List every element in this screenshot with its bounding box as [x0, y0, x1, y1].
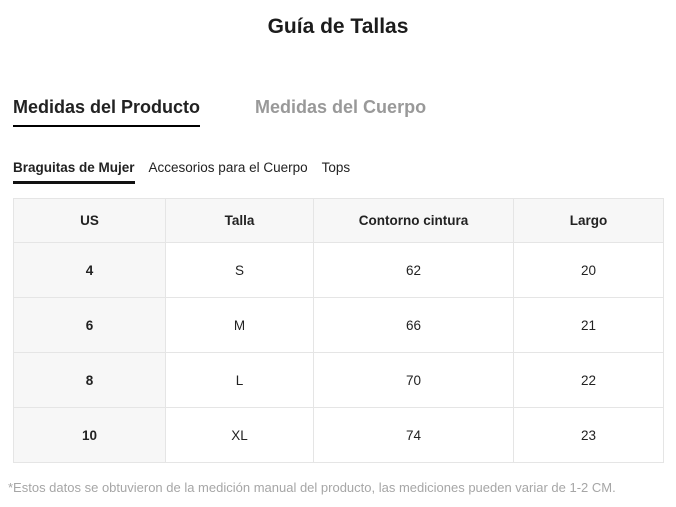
category-tab-braguitas-de-mujer[interactable]: Braguitas de Mujer — [13, 160, 135, 184]
table-row: 10 XL 74 23 — [13, 407, 664, 463]
cell-talla: L — [165, 352, 314, 408]
cell-us: 10 — [13, 407, 166, 463]
measurement-disclaimer: *Estos datos se obtuvieron de la medició… — [8, 480, 616, 495]
cell-us: 8 — [13, 352, 166, 408]
category-tabs: Braguitas de Mujer Accesorios para el Cu… — [13, 160, 663, 184]
cell-contorno-cintura: 66 — [313, 297, 514, 353]
category-tab-tops[interactable]: Tops — [321, 160, 351, 175]
cell-talla: XL — [165, 407, 314, 463]
table-header-row: US Talla Contorno cintura Largo — [13, 198, 664, 243]
size-table-header: US Talla Contorno cintura Largo — [13, 198, 664, 243]
cell-largo: 21 — [513, 297, 664, 353]
tab-medidas-del-cuerpo[interactable]: Medidas del Cuerpo — [255, 97, 427, 117]
table-row: 4 S 62 20 — [13, 242, 664, 298]
cell-largo: 22 — [513, 352, 664, 408]
cell-talla: S — [165, 242, 314, 298]
size-table: US Talla Contorno cintura Largo 4 S 62 2… — [13, 198, 664, 463]
column-header-us: US — [13, 198, 166, 243]
tab-medidas-del-producto[interactable]: Medidas del Producto — [13, 97, 201, 127]
cell-contorno-cintura: 62 — [313, 242, 514, 298]
cell-talla: M — [165, 297, 314, 353]
column-header-contorno-cintura: Contorno cintura — [313, 198, 514, 243]
cell-us: 4 — [13, 242, 166, 298]
column-header-largo: Largo — [513, 198, 664, 243]
cell-contorno-cintura: 70 — [313, 352, 514, 408]
cell-largo: 23 — [513, 407, 664, 463]
page-title: Guía de Tallas — [267, 15, 409, 38]
cell-contorno-cintura: 74 — [313, 407, 514, 463]
table-row: 6 M 66 21 — [13, 297, 664, 353]
cell-us: 6 — [13, 297, 166, 353]
category-tab-accesorios-para-el-cuerpo[interactable]: Accesorios para el Cuerpo — [148, 160, 308, 175]
table-row: 8 L 70 22 — [13, 352, 664, 408]
column-header-talla: Talla — [165, 198, 314, 243]
size-table-body: 4 S 62 20 6 M 66 21 8 L 70 22 10 XL 74 — [13, 242, 664, 463]
main-tabs: Medidas del Producto Medidas del Cuerpo — [13, 97, 663, 127]
cell-largo: 20 — [513, 242, 664, 298]
